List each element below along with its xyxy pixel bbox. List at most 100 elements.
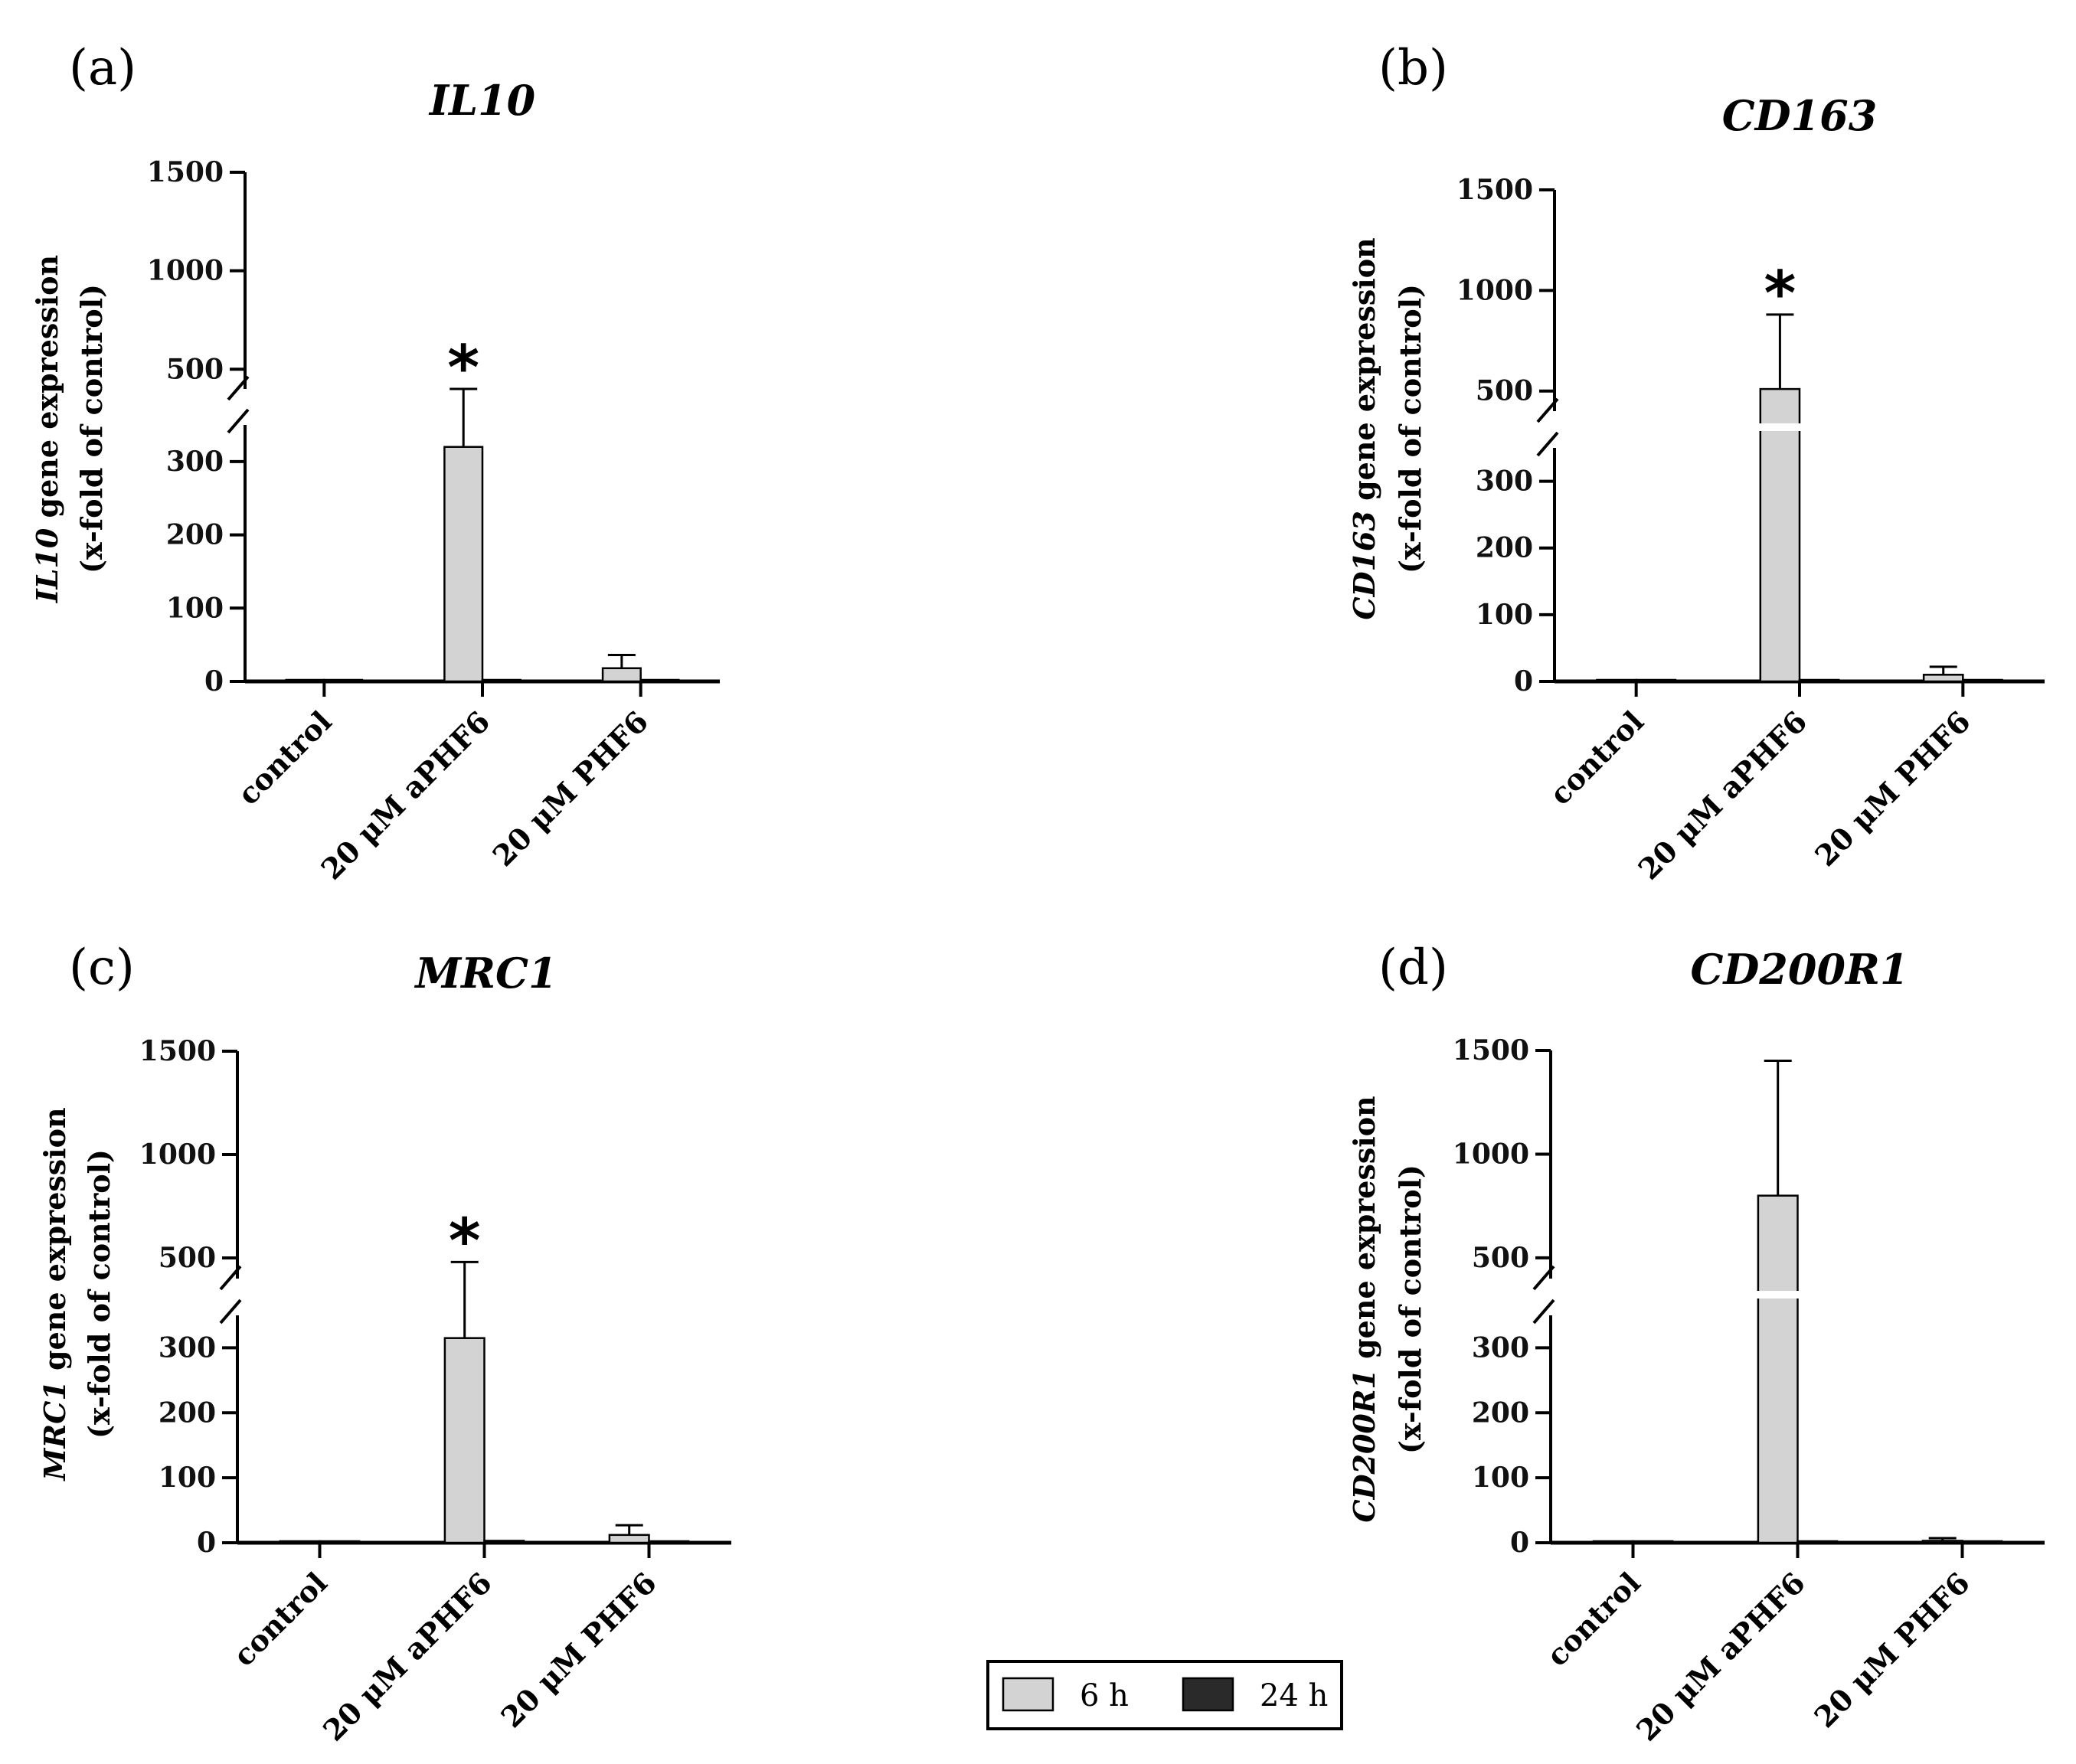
y-axis-label-text: gene expression: [38, 1107, 72, 1380]
y-axis-label-2: (x-fold of control): [82, 1149, 116, 1439]
bar-6h-control: [279, 1540, 321, 1544]
legend-label-6h: 6 h: [1080, 1678, 1129, 1713]
bar-24h-phf6: [1962, 678, 2003, 683]
y-axis-label: IL10 gene expression: [30, 255, 64, 603]
y-tick-label: 0: [1514, 665, 1533, 697]
y-tick-label: 500: [1472, 1242, 1529, 1274]
x-category-label-text: 20 μM PHF6: [494, 1566, 663, 1735]
y-tick-label: 200: [166, 519, 224, 551]
x-category-label: 20 μM aPHF6: [316, 1566, 499, 1748]
axis-break-mark: [1532, 1265, 1555, 1291]
bar-6h-phf6: [608, 1534, 650, 1544]
axis-break-mark: [219, 1265, 242, 1291]
legend-swatch-24h: [1182, 1677, 1234, 1712]
bar-6h-phf6: [601, 667, 642, 683]
axis-break-mark: [1536, 397, 1559, 423]
axis-break-mark: [227, 375, 250, 401]
y-tick-label: 1000: [139, 1138, 216, 1171]
y-axis-label-line1: CD200R1 gene expression: [1347, 1096, 1381, 1522]
x-category-label-text: 20 μM aPHF6: [1631, 704, 1813, 887]
y-tick-label: 100: [159, 1462, 216, 1494]
y-tick-label: 500: [166, 353, 224, 385]
bar-24h-aphf6: [1796, 1540, 1839, 1544]
y-tick-label: 200: [1476, 532, 1533, 564]
y-tick-label: 1000: [147, 255, 224, 287]
panel-label: (c): [69, 939, 135, 996]
significance-star: *: [1764, 258, 1796, 329]
bar-6h-aphf6: [1759, 387, 1801, 683]
y-axis-label-text: gene expression: [1347, 237, 1381, 511]
y-tick-label: 200: [159, 1396, 216, 1429]
bar-break-gap: [1756, 1291, 1800, 1298]
y-tick-label: 100: [1472, 1462, 1529, 1494]
x-category-label-text: 20 μM PHF6: [1808, 704, 1977, 874]
x-category-label-text: control: [1540, 1566, 1647, 1673]
axis-break-mark: [1536, 431, 1559, 457]
axis-break-mark: [219, 1298, 242, 1325]
x-category-label: 20 μM PHF6: [494, 1566, 663, 1735]
y-axis-label: CD200R1 gene expression: [1347, 1096, 1381, 1522]
bar-break-gap: [1758, 423, 1801, 431]
y-axis-label-gene: CD200R1: [1347, 1369, 1381, 1523]
bar-6h-aphf6: [1757, 1194, 1799, 1544]
x-category-label: 20 μM PHF6: [485, 704, 655, 874]
y-axis-label-2: (x-fold of control): [1393, 284, 1427, 573]
x-category-label-text: 20 μM PHF6: [485, 704, 655, 874]
y-tick-label: 200: [1472, 1396, 1529, 1429]
bar-24h-control: [319, 1540, 361, 1544]
y-tick-label: 300: [159, 1331, 216, 1364]
y-tick-label: 1500: [1456, 174, 1533, 206]
x-category-label-text: 20 μM aPHF6: [314, 704, 496, 887]
y-tick-label: 500: [159, 1242, 216, 1274]
significance-star: *: [449, 1205, 481, 1276]
x-category-label-text: control: [1543, 704, 1650, 812]
y-tick-label: 1500: [139, 1035, 216, 1067]
y-axis-label-line1: IL10 gene expression: [30, 255, 64, 603]
x-category-label-text: control: [230, 704, 338, 812]
y-axis-label-2: (x-fold of control): [74, 284, 109, 573]
y-tick-label: 1500: [1453, 1034, 1529, 1067]
x-category-label: 20 μM PHF6: [1807, 1566, 1976, 1735]
y-axis-label-text: gene expression: [30, 255, 64, 528]
bar-24h-aphf6: [481, 678, 521, 683]
bar-24h-phf6: [648, 1540, 690, 1544]
bar-6h-control: [1592, 1540, 1634, 1544]
bar-24h-control: [1635, 678, 1677, 683]
x-category-label: 20 μM aPHF6: [1631, 704, 1813, 887]
bar-6h-control: [285, 678, 325, 683]
bar-24h-control: [323, 678, 364, 683]
bar-24h-aphf6: [1798, 678, 1840, 683]
y-tick-label: 100: [1476, 599, 1533, 631]
chart-title: CD163: [1722, 91, 1878, 140]
y-axis-label-line2: (x-fold of control): [1393, 1165, 1427, 1454]
y-tick-label: 300: [1476, 466, 1533, 498]
chart-title: CD200R1: [1691, 945, 1909, 994]
bar-6h-phf6: [1922, 674, 1964, 683]
chart-title: IL10: [428, 76, 535, 125]
bar-6h-aphf6: [443, 1337, 485, 1544]
y-tick-label: 0: [197, 1527, 216, 1559]
x-category-label: control: [1540, 1566, 1647, 1673]
y-tick-label: 100: [166, 592, 224, 624]
y-tick-label: 1000: [1456, 274, 1533, 306]
panel-label: (d): [1378, 939, 1448, 996]
y-axis-label-gene: MRC1: [38, 1380, 72, 1481]
x-category-label: 20 μM aPHF6: [1630, 1566, 1812, 1748]
x-category-label: control: [227, 1566, 334, 1673]
bar-24h-phf6: [639, 678, 680, 683]
x-category-label: control: [1543, 704, 1650, 812]
y-axis-label-line2: (x-fold of control): [1393, 284, 1427, 573]
x-category-label-text: 20 μM aPHF6: [1630, 1566, 1812, 1748]
axis-break-mark: [227, 408, 250, 434]
y-tick-label: 300: [166, 446, 224, 478]
legend-label-24h: 24 h: [1260, 1678, 1328, 1713]
y-axis-label-gene: IL10: [30, 528, 64, 603]
axis-break-mark: [1532, 1298, 1555, 1325]
y-axis-label: MRC1 gene expression: [38, 1107, 72, 1481]
y-axis-label-line2: (x-fold of control): [74, 284, 109, 573]
panel-label: (b): [1378, 40, 1448, 96]
x-category-label-text: 20 μM PHF6: [1807, 1566, 1976, 1735]
